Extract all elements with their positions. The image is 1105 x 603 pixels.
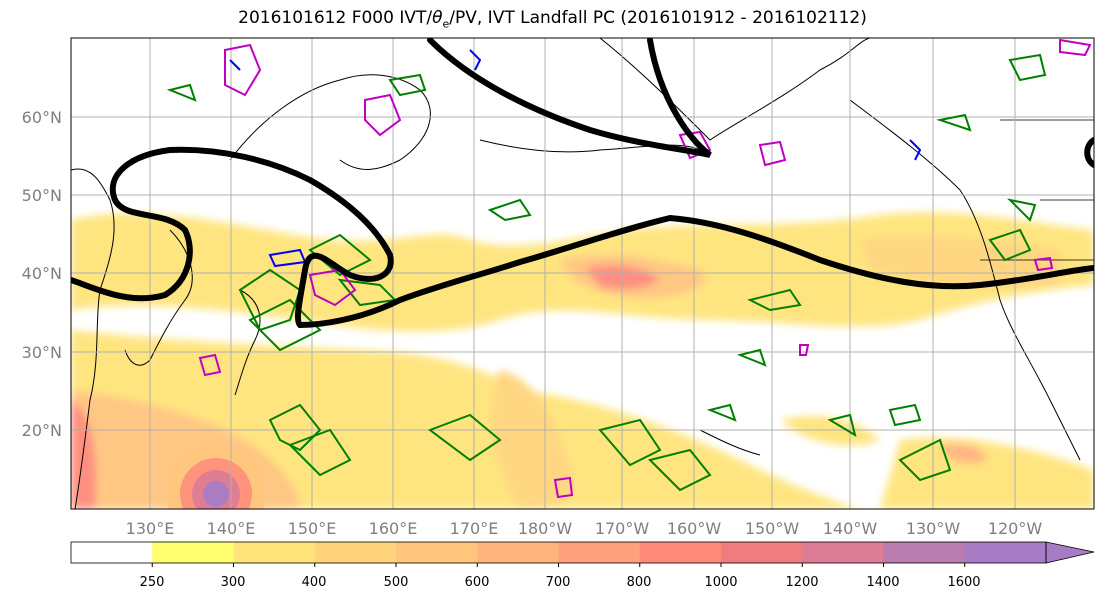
colorbar-label: 1000 (704, 575, 737, 590)
colorbar-segment (152, 542, 234, 563)
lat-tick-label: 60°N (22, 108, 62, 127)
colorbar-label: 600 (465, 575, 490, 590)
colorbar-segment (802, 542, 884, 563)
lon-tick-label: 130°E (126, 519, 175, 538)
ivt-shading (71, 212, 1094, 509)
pv-contours (198, 38, 1092, 499)
lon-tick-label: 160°W (667, 519, 722, 538)
lon-tick-label: 170°W (595, 519, 650, 538)
lon-tick-label: 150°W (745, 519, 800, 538)
colorbar-segment (233, 542, 316, 563)
colorbar-label: 400 (302, 575, 327, 590)
colorbar-segment (396, 542, 478, 563)
lat-tick-label: 40°N (22, 264, 62, 283)
colorbar-label: 700 (546, 575, 571, 590)
lat-tick-label: 30°N (22, 343, 62, 362)
colorbar-segment (639, 542, 722, 563)
colorbar-label: 1400 (866, 575, 899, 590)
lon-tick-label: 140°W (823, 519, 878, 538)
colorbar-label: 1200 (785, 575, 818, 590)
lon-tick-label: 160°E (369, 519, 418, 538)
lon-tick-label: 120°W (988, 519, 1043, 538)
map-frame (70, 37, 1095, 510)
lon-tick-label: 130°W (906, 519, 961, 538)
map-title: 2016101612 F000 IVT/θe/PV, IVT Landfall … (238, 8, 867, 31)
colorbar-extend-arrow (1045, 541, 1095, 564)
colorbar-segment (558, 542, 641, 563)
longitude-labels: 130°E 140°E 150°E 160°E 170°E 180°W 170°… (126, 519, 1043, 538)
theta-e-contours (166, 53, 1047, 492)
latitude-labels: 60°N 50°N 40°N 30°N 20°N (22, 108, 62, 440)
colorbar-segment (71, 542, 153, 563)
colorbar-segment (314, 542, 397, 563)
colorbar-label: 500 (384, 575, 409, 590)
gridlines (71, 38, 1094, 509)
lon-tick-label: 140°E (207, 519, 256, 538)
colorbar-segment (964, 542, 1047, 563)
colorbar-label: 300 (221, 575, 246, 590)
lon-tick-label: 180°W (518, 519, 573, 538)
lon-tick-label: 150°E (288, 519, 337, 538)
colorbar-segment (883, 542, 966, 563)
colorbar-label: 1600 (947, 575, 980, 590)
colorbar-segment (721, 542, 803, 563)
colorbar-segment (477, 542, 559, 563)
landfall-pc-line (71, 38, 1094, 329)
colorbar-label: 250 (140, 575, 165, 590)
lat-tick-label: 50°N (22, 186, 62, 205)
colorbar-label: 800 (627, 575, 652, 590)
lat-tick-label: 20°N (22, 421, 62, 440)
colorbar: 250 300 400 500 600 700 800 1000 1200 14… (70, 541, 1095, 590)
lon-tick-label: 170°E (450, 519, 499, 538)
